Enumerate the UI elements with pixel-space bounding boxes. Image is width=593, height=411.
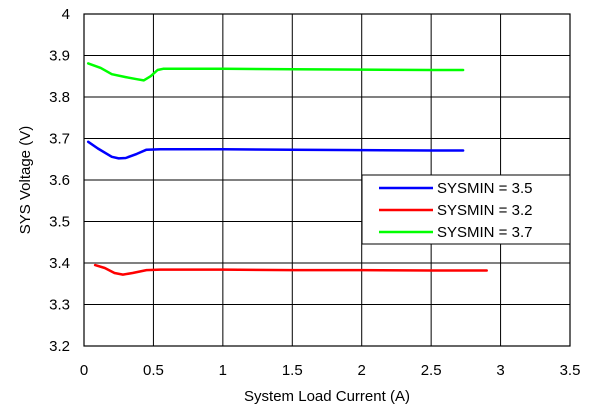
y-tick-label: 3.9	[49, 48, 70, 65]
x-tick-label: 2	[358, 362, 366, 379]
y-tick-label: 3.6	[49, 172, 70, 189]
y-axis-title: SYS Voltage (V)	[17, 126, 34, 234]
series-line-1	[93, 263, 488, 276]
y-tick-label: 3.2	[49, 338, 70, 355]
y-tick-label: 3.3	[49, 297, 70, 314]
x-axis-title: System Load Current (A)	[244, 388, 410, 405]
x-tick-labels: 0 0.5 1 1.5 2 2.5 3 3.5	[80, 362, 581, 379]
y-tick-label: 3.5	[49, 214, 70, 231]
y-tick-label: 4	[62, 6, 70, 23]
legend-label-sysmin-3-5: SYSMIN = 3.5	[437, 180, 532, 197]
legend: SYSMIN = 3.5 SYSMIN = 3.2 SYSMIN = 3.7	[361, 174, 571, 245]
series-line-2	[86, 62, 465, 82]
x-tick-label: 1.5	[282, 362, 303, 379]
legend-label-sysmin-3-2: SYSMIN = 3.2	[437, 202, 532, 219]
x-tick-label: 0	[80, 362, 88, 379]
x-tick-label: 1	[219, 362, 227, 379]
y-tick-label: 3.8	[49, 89, 70, 106]
y-tick-labels: 3.2 3.3 3.4 3.5 3.6 3.7 3.8 3.9 4	[49, 6, 70, 355]
x-tick-label: 3.5	[560, 362, 581, 379]
x-tick-label: 0.5	[143, 362, 164, 379]
series-line-0	[86, 140, 465, 160]
legend-label-sysmin-3-7: SYSMIN = 3.7	[437, 224, 532, 241]
x-tick-label: 2.5	[421, 362, 442, 379]
y-tick-label: 3.4	[49, 255, 70, 272]
x-tick-label: 3	[496, 362, 504, 379]
series-lines	[86, 62, 488, 276]
y-tick-label: 3.7	[49, 131, 70, 148]
